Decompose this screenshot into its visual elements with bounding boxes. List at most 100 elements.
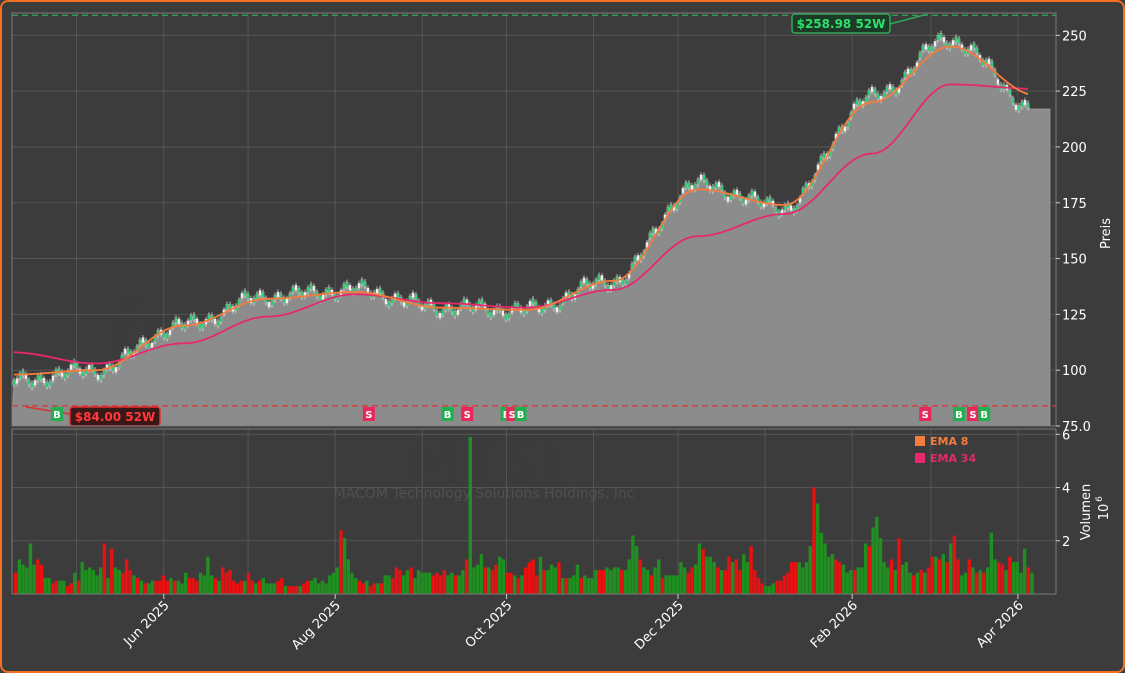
candle-body: [852, 103, 856, 109]
candle-body: [309, 283, 313, 290]
volume-bar: [653, 567, 657, 594]
volume-bar: [668, 575, 672, 594]
volume-bar: [198, 572, 203, 594]
volume-bar: [361, 583, 365, 594]
volume-tick-label: 6: [1062, 428, 1070, 443]
volume-bar: [664, 575, 668, 594]
volume-bar: [95, 575, 99, 594]
volume-bar: [627, 559, 631, 594]
candle-body: [306, 287, 310, 293]
volume-bar: [516, 578, 521, 594]
volume-bar: [413, 578, 417, 594]
volume-bar: [494, 564, 498, 594]
volume-bar: [317, 583, 321, 594]
volume-bar: [376, 583, 380, 594]
volume-bar: [54, 580, 59, 594]
volume-bar: [17, 559, 22, 594]
candle-body: [225, 304, 229, 310]
price-tick-label: 250: [1062, 29, 1087, 44]
volume-bar: [224, 572, 229, 594]
volume-bar: [871, 527, 875, 594]
volume-bar: [738, 570, 742, 594]
candle-body: [645, 242, 649, 248]
volume-bar: [124, 559, 129, 594]
candle-body: [75, 363, 79, 369]
volume-bar: [143, 583, 147, 594]
candle-body: [126, 348, 130, 354]
volume-bar: [730, 562, 735, 594]
volume-bar: [191, 578, 195, 594]
volume-bar: [509, 572, 513, 594]
volume-tick-label: 4: [1062, 482, 1070, 497]
volume-bar: [682, 567, 687, 594]
volume-bar: [99, 567, 103, 594]
volume-bar: [39, 564, 44, 594]
volume-bar: [265, 583, 269, 594]
volume-bar: [612, 567, 617, 594]
volume-bar: [527, 562, 532, 594]
volume-bar: [283, 586, 288, 594]
volume-bar: [324, 583, 328, 594]
volume-bar: [180, 583, 184, 594]
volume-bar: [309, 580, 314, 594]
candle-body: [957, 38, 961, 44]
volume-bar: [313, 578, 317, 594]
volume-bar: [775, 580, 779, 594]
volume-bar: [919, 570, 923, 594]
candle-body: [90, 364, 94, 370]
volume-bar: [660, 578, 665, 594]
volume-bar: [686, 572, 691, 594]
volume-bar: [335, 567, 339, 594]
high-52w-label: $258.98 52W: [797, 17, 886, 31]
candle-body: [81, 371, 85, 377]
volume-bar: [187, 578, 192, 594]
volume-bar: [934, 556, 938, 594]
volume-bar: [65, 586, 70, 594]
volume-bar: [84, 570, 88, 594]
candle-body: [267, 301, 271, 308]
candle-body: [69, 364, 73, 370]
volume-bar: [923, 572, 927, 594]
volume-bar: [572, 575, 576, 594]
candle-body: [99, 375, 103, 381]
candle-body: [585, 279, 589, 285]
volume-bar: [209, 575, 214, 594]
candle-body: [384, 298, 388, 305]
volume-bar: [631, 535, 635, 594]
candle-body: [699, 174, 703, 180]
signal-label: S: [969, 410, 976, 421]
volume-bar: [1030, 572, 1034, 594]
candle-body: [507, 313, 511, 319]
candle-body: [951, 40, 955, 46]
candle-body: [969, 45, 973, 51]
volume-bar: [254, 583, 258, 594]
candle-body: [789, 205, 793, 211]
volume-bar: [147, 583, 151, 594]
candle-body: [531, 298, 535, 304]
volume-bar: [354, 578, 358, 594]
volume-bar: [985, 567, 990, 594]
candle-body: [726, 196, 730, 202]
candle-body: [954, 36, 958, 43]
candle-body: [297, 288, 301, 294]
signal-label: B: [980, 410, 988, 421]
volume-bar: [435, 572, 439, 594]
volume-bar: [997, 562, 1001, 594]
signal-marker: [514, 407, 527, 421]
candle-body: [48, 381, 52, 387]
volume-bar: [812, 487, 816, 594]
candle-body: [933, 41, 937, 47]
volume-bar: [616, 567, 620, 594]
volume-bar: [161, 575, 166, 594]
volume-bar: [852, 570, 857, 594]
volume-bar: [195, 580, 199, 594]
volume-bar: [165, 580, 169, 594]
volume-bar: [339, 530, 343, 594]
volume-bar: [804, 562, 809, 594]
ema-8-line: [14, 45, 1029, 376]
volume-bar: [172, 580, 177, 594]
candle-body: [201, 323, 205, 330]
candle-body: [27, 379, 31, 385]
volume-bar: [549, 564, 554, 594]
candle-body: [696, 179, 700, 185]
